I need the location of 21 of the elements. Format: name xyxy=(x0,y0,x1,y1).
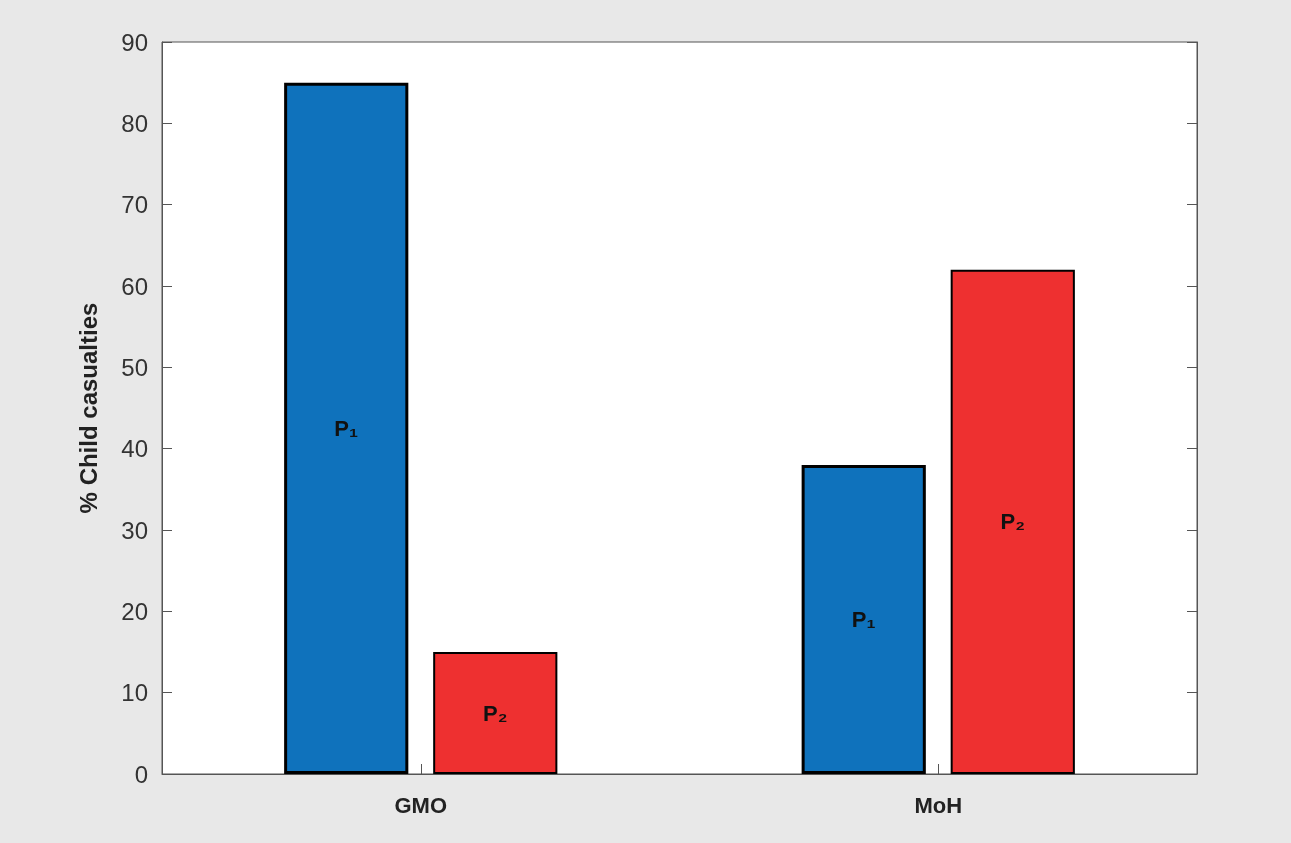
y-tick-label: 50 xyxy=(121,353,148,381)
y-tick-label: 10 xyxy=(121,679,148,707)
y-tick-label: 70 xyxy=(121,191,148,219)
y-tick-label: 20 xyxy=(121,597,148,625)
y-axis-title: % Child casualties xyxy=(74,302,102,514)
bar xyxy=(801,464,926,774)
x-tick-label: MoH xyxy=(914,792,963,818)
y-tick-label: 80 xyxy=(121,109,148,137)
series-label: P₂ xyxy=(483,700,508,726)
bar xyxy=(950,269,1075,774)
bar xyxy=(433,652,558,774)
y-tick-label: 30 xyxy=(121,516,148,544)
text: P₁ xyxy=(851,606,876,632)
x-tick-label: GMO xyxy=(394,792,448,818)
y-tick-label: 60 xyxy=(121,272,148,300)
bar xyxy=(284,82,409,774)
series-label: P₁ xyxy=(334,415,359,441)
text: P₂ xyxy=(1000,509,1025,535)
y-tick-label: 40 xyxy=(121,435,148,463)
y-tick-label: 90 xyxy=(121,28,148,56)
y-tick-label: 0 xyxy=(134,760,148,788)
